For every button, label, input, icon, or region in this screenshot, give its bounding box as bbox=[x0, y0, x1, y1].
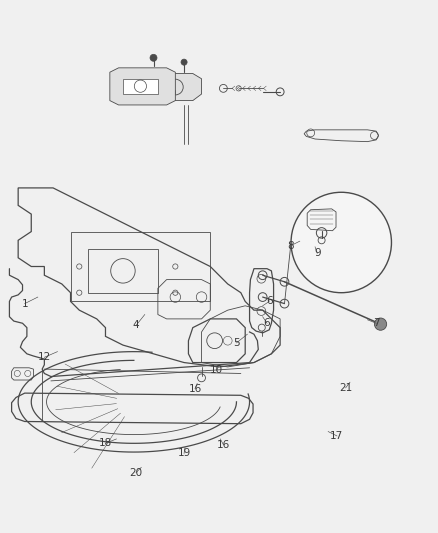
Text: 10: 10 bbox=[210, 366, 223, 375]
Text: 21: 21 bbox=[339, 383, 352, 393]
Text: 7: 7 bbox=[373, 318, 379, 328]
Text: 12: 12 bbox=[38, 352, 51, 362]
Text: 5: 5 bbox=[233, 338, 240, 348]
Bar bbox=[71, 231, 210, 302]
Text: 20: 20 bbox=[130, 467, 143, 478]
Circle shape bbox=[181, 59, 187, 65]
Text: 4: 4 bbox=[133, 320, 139, 330]
Circle shape bbox=[291, 192, 392, 293]
Text: 6: 6 bbox=[264, 318, 270, 328]
Bar bbox=[88, 249, 158, 293]
Text: 16: 16 bbox=[188, 384, 201, 394]
Circle shape bbox=[374, 318, 387, 330]
Text: 18: 18 bbox=[99, 438, 112, 448]
Text: 9: 9 bbox=[314, 248, 321, 259]
Text: 8: 8 bbox=[288, 240, 294, 251]
Text: 1: 1 bbox=[21, 298, 28, 309]
Text: 6: 6 bbox=[266, 296, 272, 306]
Circle shape bbox=[150, 54, 157, 61]
Text: 17: 17 bbox=[330, 431, 343, 441]
Polygon shape bbox=[149, 74, 201, 101]
Polygon shape bbox=[110, 68, 175, 105]
Text: 16: 16 bbox=[217, 440, 230, 450]
Text: 19: 19 bbox=[177, 448, 191, 458]
Bar bbox=[123, 79, 158, 94]
